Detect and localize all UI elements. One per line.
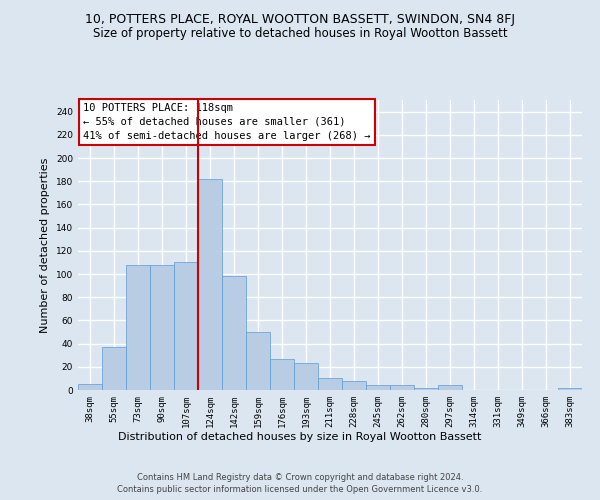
Text: Contains public sector information licensed under the Open Government Licence v3: Contains public sector information licen…: [118, 485, 482, 494]
Bar: [102, 347, 126, 390]
Bar: [270, 358, 294, 390]
Text: 10, POTTERS PLACE, ROYAL WOOTTON BASSETT, SWINDON, SN4 8FJ: 10, POTTERS PLACE, ROYAL WOOTTON BASSETT…: [85, 12, 515, 26]
Bar: [246, 332, 270, 390]
Text: Size of property relative to detached houses in Royal Wootton Bassett: Size of property relative to detached ho…: [92, 28, 508, 40]
Bar: [174, 262, 198, 390]
Bar: [390, 386, 414, 390]
Text: Distribution of detached houses by size in Royal Wootton Bassett: Distribution of detached houses by size …: [118, 432, 482, 442]
Bar: [126, 264, 150, 390]
Bar: [414, 388, 438, 390]
Bar: [150, 264, 174, 390]
Bar: [558, 388, 582, 390]
Bar: [294, 364, 318, 390]
Text: Contains HM Land Registry data © Crown copyright and database right 2024.: Contains HM Land Registry data © Crown c…: [137, 472, 463, 482]
Bar: [366, 386, 390, 390]
Y-axis label: Number of detached properties: Number of detached properties: [40, 158, 50, 332]
Bar: [198, 179, 222, 390]
Bar: [78, 384, 102, 390]
Bar: [342, 380, 366, 390]
Bar: [222, 276, 246, 390]
Bar: [438, 386, 462, 390]
Bar: [318, 378, 342, 390]
Text: 10 POTTERS PLACE: 118sqm
← 55% of detached houses are smaller (361)
41% of semi-: 10 POTTERS PLACE: 118sqm ← 55% of detach…: [83, 103, 371, 141]
